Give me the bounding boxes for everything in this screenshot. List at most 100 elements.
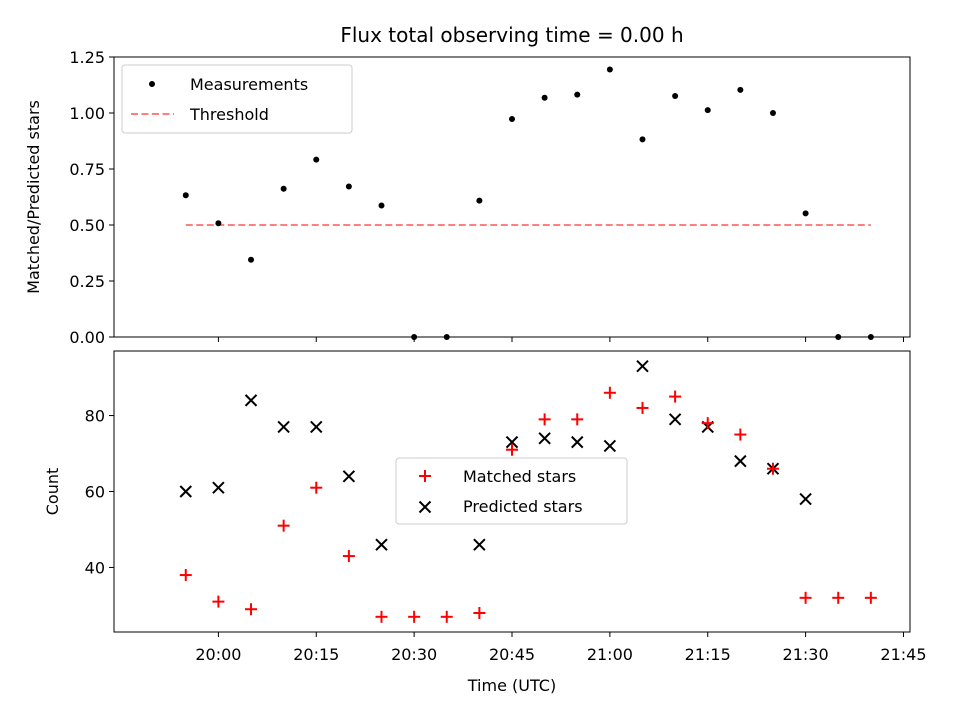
measurement-point (672, 92, 679, 99)
bottom-xtick-label: 21:15 (685, 645, 731, 664)
predicted-point-b (734, 454, 747, 468)
predicted-point (571, 435, 584, 449)
matched-point (766, 462, 779, 475)
predicted-point (310, 420, 323, 434)
matched-point (310, 481, 323, 494)
legend-threshold-label: Threshold (189, 105, 269, 124)
matched-point (669, 390, 682, 403)
bottom-xtick-label: 20:45 (489, 645, 535, 664)
top-legend: Measurements Threshold (121, 64, 353, 134)
measurement-point (182, 192, 189, 199)
measurement-point (835, 334, 842, 340)
measurement-point (411, 334, 418, 340)
bottom-xtick-label: 20:00 (195, 645, 241, 664)
predicted-point (244, 394, 258, 407)
measurement-point (704, 107, 711, 114)
measurement-point (509, 116, 515, 123)
matched-point (473, 607, 486, 620)
matched-point (342, 550, 355, 563)
predicted-point (375, 538, 388, 551)
top-ytick-label: 0.75 (69, 160, 105, 179)
predicted-point (603, 439, 617, 453)
predicted-point-b (310, 420, 323, 434)
matched-point (603, 386, 616, 399)
bottom-xtick-label: 20:15 (293, 645, 339, 664)
measurement-point (802, 210, 809, 217)
matched-point (440, 610, 453, 623)
top-ytick-label: 0.00 (69, 328, 105, 347)
measurement-point (769, 110, 776, 116)
matched-point (734, 428, 747, 441)
matched-point (506, 443, 518, 456)
bottom-ytick-label: 60 (85, 483, 105, 502)
measurement-point (476, 197, 483, 204)
measurement-point (443, 334, 450, 340)
predicted-point-b (636, 359, 649, 373)
top-ytick-label: 1.25 (69, 48, 105, 67)
bottom-panel: 40 60 80 20:00 20:15 20:30 20:45 21:00 21:15 21:3… (43, 350, 927, 695)
predicted-point-b (505, 435, 519, 449)
legend-predicted-label: Predicted stars (463, 497, 583, 516)
measurement-point (541, 94, 548, 101)
predicted-point (277, 420, 290, 434)
measurement-point (313, 156, 320, 163)
predicted-point (505, 435, 519, 449)
bottom-xtick-label: 21:30 (783, 645, 829, 664)
matched-point (375, 610, 388, 623)
measurement-point (378, 202, 385, 209)
matched-point (701, 417, 714, 430)
measurement-point (574, 91, 581, 98)
measurement-point (737, 86, 744, 93)
bottom-xtick-label: 21:45 (880, 645, 926, 664)
top-ytick-label: 0.25 (69, 272, 105, 291)
legend-predicted-marker (418, 500, 432, 514)
bottom-legend-box (395, 457, 628, 525)
measurement-point (215, 220, 222, 227)
bottom-xtick-label: 21:00 (587, 645, 633, 664)
matched-point (832, 591, 845, 604)
measurement-point (345, 183, 352, 190)
predicted-point-b (212, 481, 225, 494)
top-panel: 0.00 0.25 0.50 0.75 1.00 1.25 Matched/Predicte… (24, 48, 911, 347)
predicted-point-b (571, 435, 584, 449)
legend-matched-marker (419, 470, 431, 482)
matched-point (636, 401, 649, 414)
predicted-point (734, 454, 747, 468)
legend-measurements-label: Measurements (190, 75, 308, 94)
matched-point (408, 610, 421, 623)
predicted-point-b (799, 492, 812, 506)
legend-matched-label: Matched stars (463, 467, 576, 486)
predicted-point-b (375, 538, 388, 551)
predicted-point-b (538, 432, 551, 445)
measurement-point (867, 334, 874, 340)
predicted-point-b (603, 439, 617, 453)
predicted-point (179, 485, 192, 498)
predicted-point (342, 470, 356, 483)
measurement-point (639, 136, 646, 143)
top-ytick-label: 0.50 (69, 216, 105, 235)
predicted-point-b (668, 413, 682, 426)
bottom-ytick-label: 80 (85, 407, 105, 426)
bottom-legend: Matched stars Predicted stars (395, 457, 628, 525)
bottom-ylabel: Count (43, 468, 62, 516)
figure-title: Flux total observing time = 0.00 h (340, 23, 683, 47)
bottom-xtick-label: 20:30 (391, 645, 437, 664)
bottom-ytick-label: 40 (85, 558, 105, 577)
bottom-xlabel: Time (UTC) (467, 676, 556, 695)
predicted-point (212, 481, 225, 494)
top-legend-box (121, 64, 353, 134)
measurement-point (606, 66, 613, 73)
predicted-point-b (244, 394, 258, 407)
predicted-point-b (277, 420, 290, 434)
matched-point (571, 413, 584, 426)
legend-predicted-marker-b (418, 500, 432, 514)
predicted-point (636, 359, 649, 373)
predicted-point (799, 492, 812, 506)
predicted-point (538, 432, 551, 445)
predicted-point (668, 413, 682, 426)
matched-point (212, 595, 225, 608)
measurement-point (248, 256, 255, 263)
matched-point (799, 591, 812, 604)
matched-point (864, 591, 877, 604)
